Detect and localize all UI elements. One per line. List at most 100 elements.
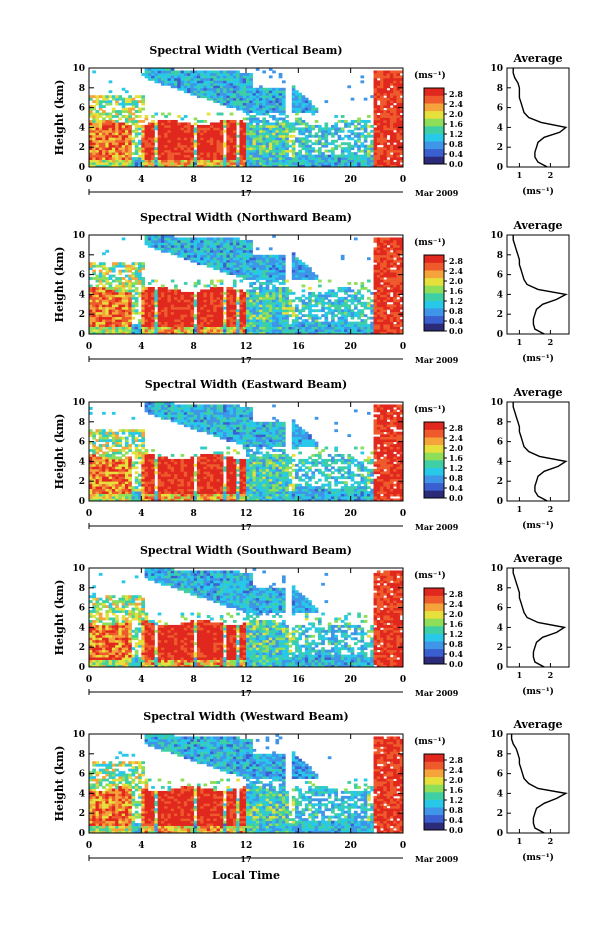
- heatmap-cell: [147, 142, 152, 146]
- heatmap-cell: [105, 316, 110, 320]
- heatmap-cell: [229, 244, 234, 248]
- heatmap-cell: [304, 147, 309, 151]
- heatmap-cell: [144, 134, 149, 138]
- heatmap-cell: [268, 306, 273, 310]
- heatmap-cell: [396, 304, 401, 308]
- heatmap-cell: [187, 127, 191, 131]
- heatmap-cell: [373, 122, 378, 126]
- heatmap-cell: [111, 162, 116, 165]
- heatmap-cell: [324, 132, 329, 136]
- heatmap-cell: [249, 110, 253, 113]
- heatmap-cell: [105, 299, 110, 303]
- heatmap-cell: [308, 329, 312, 332]
- heatmap-cell: [363, 127, 368, 131]
- heatmap-cell: [102, 132, 106, 136]
- heatmap-cell: [226, 127, 231, 131]
- heatmap-cell: [268, 149, 273, 153]
- heatmap-cell: [386, 262, 391, 266]
- heatmap-cell: [174, 311, 178, 315]
- heatmap-cell: [206, 314, 211, 318]
- heatmap-cell: [347, 331, 352, 335]
- heatmap-cell: [340, 326, 345, 330]
- average-frame: [506, 67, 570, 168]
- heatmap-cell: [102, 129, 106, 133]
- heatmap-cell: [347, 142, 352, 146]
- heatmap-cell: [367, 164, 371, 168]
- heatmap-cell: [141, 284, 145, 288]
- heatmap-cell: [200, 301, 204, 305]
- heatmap-cell: [281, 159, 286, 163]
- heatmap-cell: [246, 92, 250, 96]
- heatmap-cell: [242, 329, 247, 332]
- heatmap-cell: [226, 139, 231, 143]
- heatmap-cell: [177, 329, 181, 332]
- heatmap-cell: [196, 329, 201, 332]
- heatmap-cell: [281, 90, 286, 94]
- heatmap-cell: [239, 77, 244, 81]
- heatmap-cell: [216, 152, 221, 156]
- heatmap-cell: [334, 157, 338, 160]
- heatmap-cell: [193, 249, 198, 253]
- heatmap-cell: [170, 129, 175, 133]
- heatmap-cell: [210, 137, 214, 141]
- heatmap-cell: [383, 316, 388, 320]
- heatmap-cell: [288, 309, 293, 313]
- heatmap-cell: [373, 149, 378, 153]
- heatmap-cell: [396, 279, 401, 283]
- heatmap-cell: [246, 82, 250, 86]
- heatmap-cell: [288, 157, 293, 160]
- heatmap-cell: [396, 244, 401, 248]
- heatmap-cell: [389, 72, 394, 76]
- heatmap-cell: [203, 254, 208, 258]
- heatmap-cell: [128, 134, 132, 138]
- heatmap-cell: [265, 164, 270, 168]
- heatmap-cell: [216, 299, 221, 303]
- heatmap-cell: [252, 286, 257, 290]
- heatmap-cell: [347, 147, 352, 151]
- heatmap-cell: [268, 162, 273, 165]
- heatmap-cell: [265, 324, 270, 327]
- heatmap-cell: [92, 316, 96, 320]
- heatmap-cell: [275, 110, 280, 113]
- heatmap-cell: [193, 324, 198, 327]
- heatmap-cell: [213, 147, 217, 151]
- heatmap-cell: [262, 117, 267, 121]
- heatmap-cell: [249, 274, 253, 278]
- heatmap-cell: [118, 159, 123, 163]
- heatmap-cell: [236, 269, 240, 273]
- heatmap-cell: [396, 239, 401, 243]
- heatmap-cell: [226, 247, 231, 251]
- colorbar-swatch: [424, 133, 444, 142]
- heatmap-cell: [95, 115, 100, 118]
- heatmap-cell: [154, 157, 159, 160]
- heatmap-cell: [242, 144, 247, 148]
- heatmap-cell: [196, 144, 201, 148]
- heatmap-cell: [223, 85, 227, 89]
- heatmap-cell: [200, 142, 204, 146]
- heatmap-cell: [187, 329, 191, 332]
- heatmap-cell: [324, 314, 329, 318]
- heatmap-cell: [108, 162, 113, 165]
- heatmap-cell: [399, 247, 404, 251]
- heatmap-cell: [265, 112, 270, 116]
- heatmap-cell: [167, 329, 172, 332]
- heatmap-cell: [226, 100, 231, 104]
- heatmap-cell: [147, 124, 152, 128]
- heatmap-cell: [160, 68, 165, 71]
- heatmap-cell: [154, 324, 159, 327]
- heatmap-cell: [128, 95, 132, 99]
- heatmap-cell: [180, 139, 185, 143]
- heatmap-cell: [347, 294, 352, 298]
- heatmap-cell: [138, 326, 142, 330]
- heatmap-cell: [360, 296, 365, 300]
- heatmap-cell: [213, 122, 217, 126]
- heatmap-cell: [291, 102, 296, 106]
- heatmap-cell: [213, 72, 217, 76]
- heatmap-cell: [229, 72, 234, 76]
- heatmap-cell: [203, 87, 208, 91]
- heatmap-cell: [196, 152, 201, 156]
- heatmap-cell: [210, 122, 214, 126]
- heatmap-cell: [298, 329, 302, 332]
- heatmap-cell: [154, 279, 159, 283]
- heatmap-cell: [278, 326, 283, 330]
